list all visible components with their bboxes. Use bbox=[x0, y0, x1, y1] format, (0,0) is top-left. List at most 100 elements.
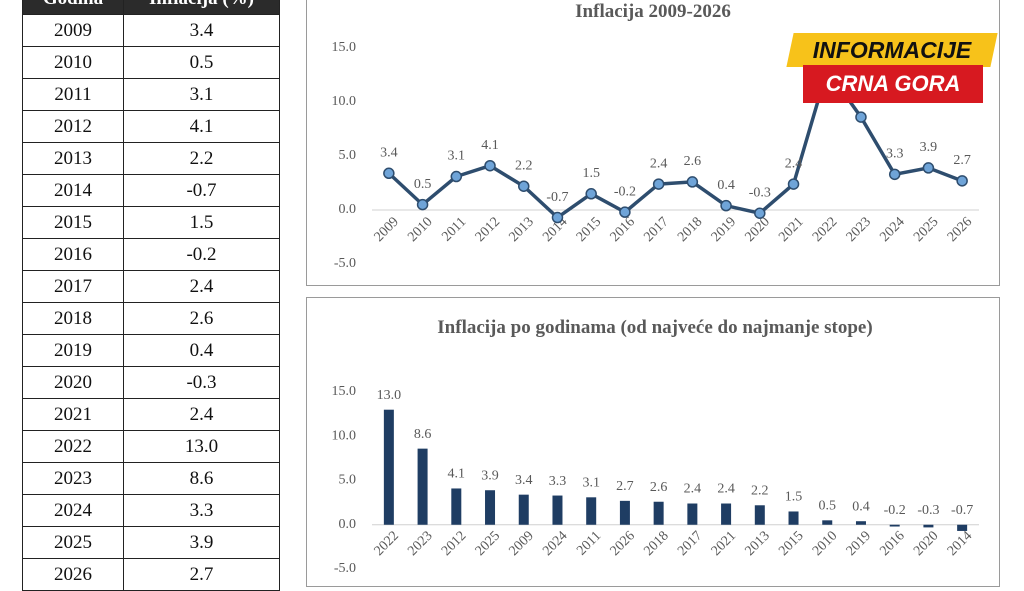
table-cell: 13.0 bbox=[123, 430, 280, 463]
x-tick-label: 2022 bbox=[372, 528, 402, 558]
data-label: 2.7 bbox=[616, 479, 634, 494]
table-cell: 2017 bbox=[22, 270, 124, 303]
bar bbox=[586, 497, 597, 525]
table-row: 2024 3.3 bbox=[22, 494, 280, 527]
data-label: 1.5 bbox=[582, 166, 600, 181]
x-tick-label: 2009 bbox=[372, 214, 402, 244]
y-tick-label: 15.0 bbox=[332, 40, 357, 55]
logo-text: CRNA GORA bbox=[803, 65, 983, 103]
bar bbox=[552, 495, 563, 525]
table-row: 2019 0.4 bbox=[22, 334, 280, 367]
chart-title: Inflacija 2009-2026 bbox=[575, 1, 731, 22]
x-tick-label: 2017 bbox=[675, 528, 705, 558]
table-cell: -0.3 bbox=[123, 366, 280, 399]
bar bbox=[788, 511, 799, 525]
data-label: -0.7 bbox=[546, 190, 568, 205]
bar bbox=[687, 503, 698, 525]
y-tick-label: -5.0 bbox=[334, 561, 356, 576]
x-tick-label: 2013 bbox=[506, 214, 536, 244]
table-cell: 0.4 bbox=[123, 334, 280, 367]
bar bbox=[383, 409, 394, 525]
data-label: 2.4 bbox=[684, 482, 702, 497]
point bbox=[484, 159, 496, 172]
y-tick-label: 5.0 bbox=[339, 473, 357, 488]
logo: INFORMACIJE CRNA GORA bbox=[786, 33, 998, 105]
header-cell: Inflacija (%) bbox=[123, 0, 280, 15]
data-label: 13.0 bbox=[377, 388, 402, 403]
table-row: 2016 -0.2 bbox=[22, 238, 280, 271]
x-tick-label: 2016 bbox=[877, 528, 907, 558]
point bbox=[754, 207, 766, 219]
table-cell: 2021 bbox=[22, 398, 124, 431]
table-row: 2011 3.1 bbox=[22, 78, 280, 111]
data-label: 1.5 bbox=[785, 490, 803, 505]
y-tick-label: 0.0 bbox=[339, 517, 357, 532]
table-row: 2015 1.5 bbox=[22, 206, 280, 239]
data-label: -0.7 bbox=[951, 503, 973, 518]
table-cell: 2.6 bbox=[123, 302, 280, 335]
point bbox=[787, 178, 800, 190]
inflation-table: GodinaInflacija (%)20093.420100.520113.1… bbox=[22, 0, 280, 591]
bar bbox=[957, 524, 968, 531]
x-tick-label: 2019 bbox=[709, 214, 739, 244]
x-tick-label: 2019 bbox=[844, 528, 874, 558]
table-cell: 2018 bbox=[22, 302, 124, 335]
point bbox=[585, 188, 597, 200]
x-tick-label: 2018 bbox=[641, 528, 671, 558]
x-tick-label: 2016 bbox=[608, 214, 638, 244]
point bbox=[720, 199, 732, 212]
data-label: 3.9 bbox=[481, 468, 499, 483]
x-tick-label: 2013 bbox=[743, 528, 773, 558]
x-tick-label: 2015 bbox=[776, 528, 806, 558]
point bbox=[619, 206, 631, 218]
x-tick-label: 2009 bbox=[506, 528, 536, 558]
data-label: 2.4 bbox=[650, 156, 668, 171]
data-label: -0.2 bbox=[884, 503, 906, 518]
data-label: 3.1 bbox=[582, 476, 600, 491]
y-tick-label: 10.0 bbox=[332, 428, 357, 443]
table-cell: -0.2 bbox=[123, 238, 280, 271]
x-tick-label: 2010 bbox=[405, 214, 435, 244]
bar bbox=[417, 448, 428, 525]
y-tick-label: 15.0 bbox=[332, 384, 357, 399]
table-cell: 2.4 bbox=[123, 398, 280, 431]
data-label: 2.2 bbox=[515, 158, 533, 173]
point bbox=[922, 162, 935, 174]
table-cell: 3.1 bbox=[123, 78, 280, 111]
chart-title: Inflacija po godinama (od najveće do naj… bbox=[437, 317, 873, 338]
bar bbox=[822, 520, 833, 525]
data-label: 0.4 bbox=[717, 178, 735, 193]
x-tick-label: 2025 bbox=[911, 214, 941, 244]
point bbox=[888, 168, 901, 181]
table-cell: 2015 bbox=[22, 206, 124, 239]
table-cell: 2019 bbox=[22, 334, 124, 367]
table-cell: 3.3 bbox=[123, 494, 280, 527]
data-label: 2.4 bbox=[717, 482, 735, 497]
data-label: 2.4 bbox=[785, 156, 803, 171]
data-label: 8.6 bbox=[414, 427, 432, 442]
chart-panel bbox=[306, 0, 1000, 286]
x-tick-label: 2021 bbox=[709, 528, 739, 558]
bar bbox=[653, 501, 664, 525]
table-cell: 2016 bbox=[22, 238, 124, 271]
data-label: 2.2 bbox=[751, 483, 769, 498]
line bbox=[387, 65, 963, 220]
x-tick-label: 2011 bbox=[574, 528, 604, 558]
page: GodinaInflacija (%)20093.420100.520113.1… bbox=[22, 0, 1000, 591]
x-tick-label: 2020 bbox=[911, 528, 941, 558]
table-row: 2022 13.0 bbox=[22, 430, 280, 463]
x-tick-label: 2020 bbox=[743, 214, 773, 244]
table-row: 2021 2.4 bbox=[22, 398, 280, 431]
x-tick-label: 2026 bbox=[945, 214, 975, 244]
bar bbox=[923, 524, 934, 528]
table-row: 2012 4.1 bbox=[22, 110, 280, 143]
data-label: 2.6 bbox=[684, 154, 702, 169]
x-tick-label: 2010 bbox=[810, 528, 840, 558]
point bbox=[551, 211, 564, 224]
table-cell: 2025 bbox=[22, 526, 124, 559]
table-row: 2013 2.2 bbox=[22, 142, 280, 175]
x-tick-label: 2026 bbox=[608, 528, 638, 558]
table-cell: 3.9 bbox=[123, 526, 280, 559]
x-tick-label: 2024 bbox=[877, 214, 907, 244]
